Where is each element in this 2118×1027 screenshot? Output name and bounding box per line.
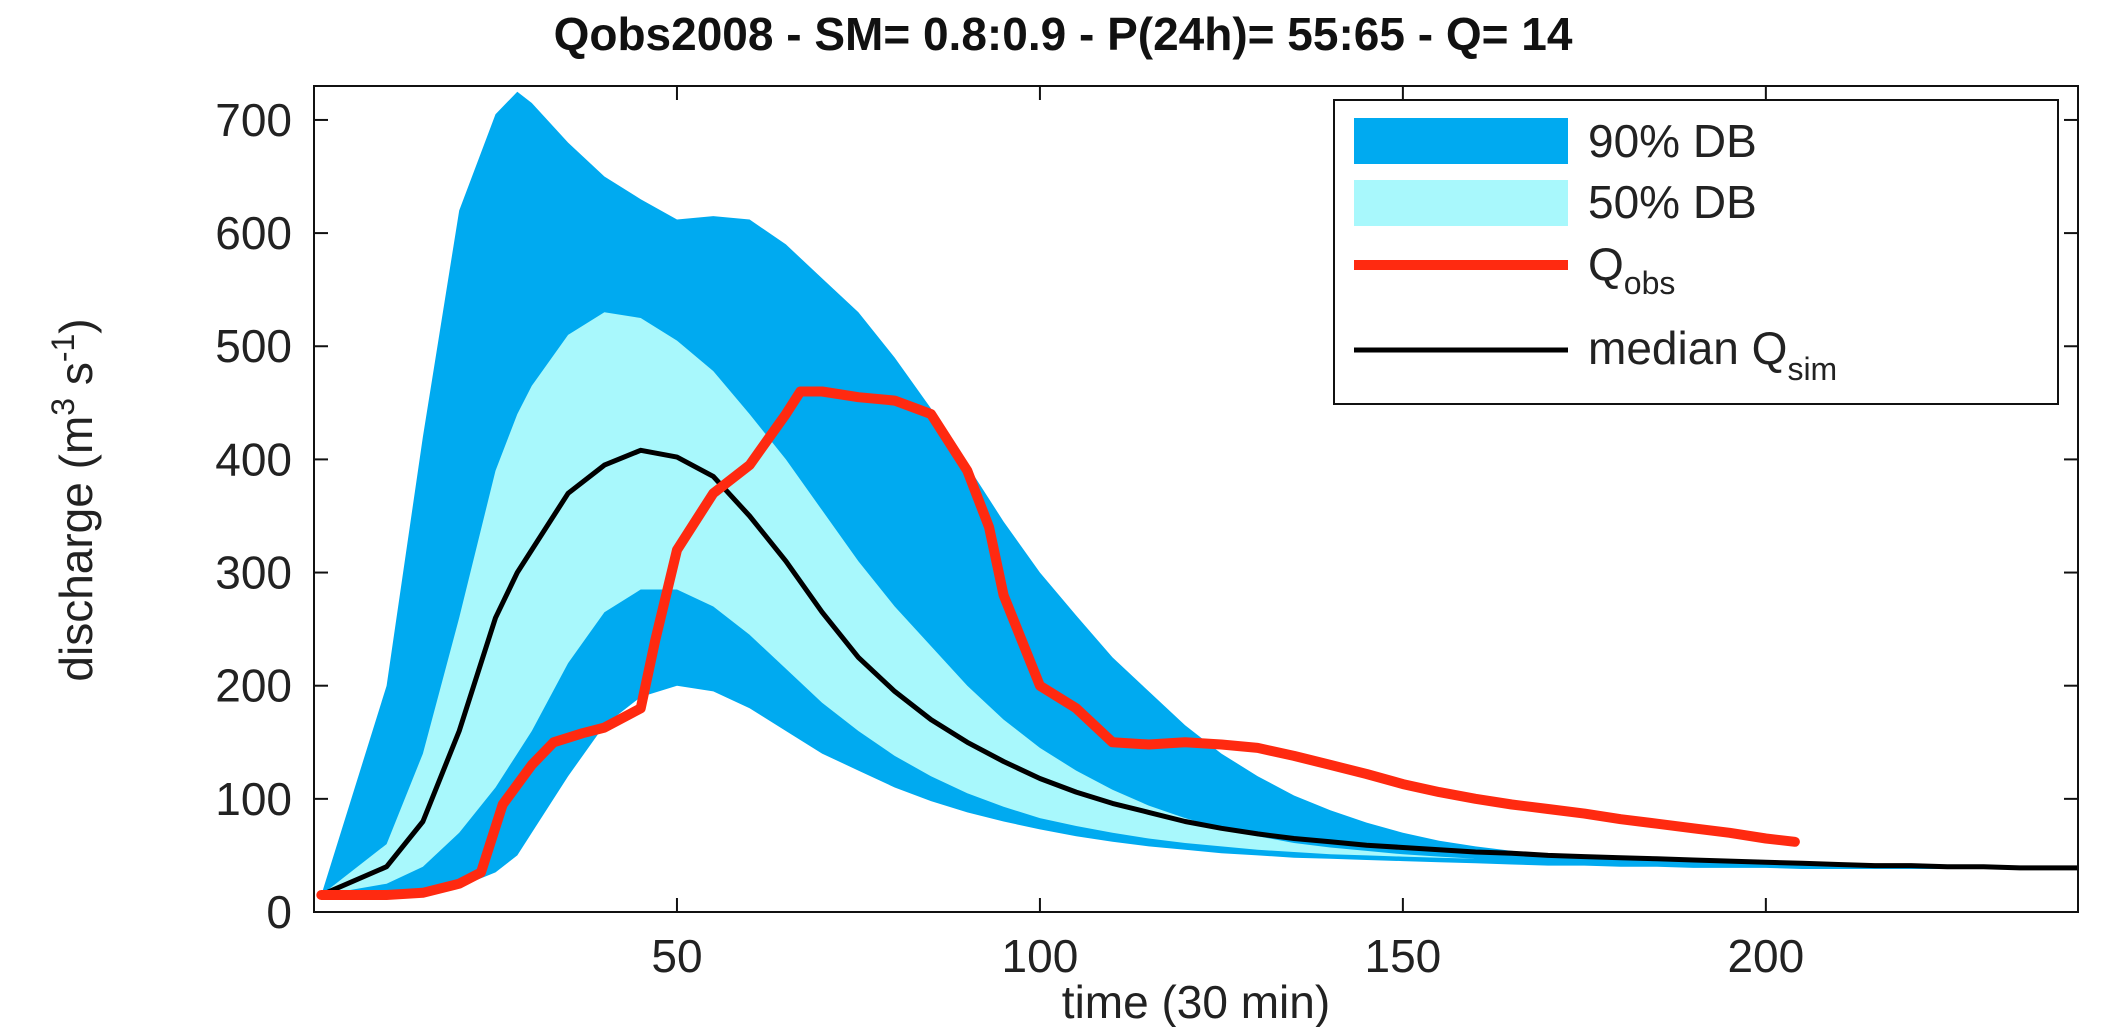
y-tick-label: 600 xyxy=(215,207,292,259)
x-tick-label: 50 xyxy=(651,930,702,982)
x-tick-label: 100 xyxy=(1002,930,1079,982)
y-tick-label: 400 xyxy=(215,433,292,485)
x-axis-label: time (30 min) xyxy=(1062,976,1330,1027)
y-ticks: 0 100 200 300 400 500 600 700 xyxy=(215,94,2078,938)
line-median-qsim xyxy=(320,447,2078,898)
y-tick-label: 100 xyxy=(215,773,292,825)
y-axis-label-end: ) xyxy=(50,318,102,333)
y-axis-label-base: discharge (m xyxy=(50,416,102,682)
y-tick-label: 200 xyxy=(215,660,292,712)
y-tick-label: 300 xyxy=(215,547,292,599)
legend-label-qobs-sub: obs xyxy=(1624,265,1676,301)
legend-swatch-90db xyxy=(1354,118,1568,164)
y-tick-label: 0 xyxy=(266,886,292,938)
x-ticks: 50 100 150 200 xyxy=(651,86,1804,982)
x-tick-label: 150 xyxy=(1365,930,1442,982)
x-tick-label: 200 xyxy=(1727,930,1804,982)
legend-label-median-qsim-base: median Q xyxy=(1588,322,1787,374)
chart-title: Qobs2008 - SM= 0.8:0.9 - P(24h)= 55:65 -… xyxy=(554,8,1573,60)
y-axis-label-sup2: -1 xyxy=(45,334,81,362)
legend-swatch-50db xyxy=(1354,180,1568,226)
y-tick-label: 700 xyxy=(215,94,292,146)
legend-label-qobs: Qobs xyxy=(1588,238,1675,301)
y-axis-label-mid: s xyxy=(50,362,102,398)
legend-label-90db: 90% DB xyxy=(1588,115,1757,167)
legend-label-median-qsim-sub: sim xyxy=(1787,351,1837,387)
band-90db xyxy=(321,91,2078,895)
legend-label-median-qsim: median Qsim xyxy=(1588,322,1837,387)
y-axis-label: discharge (m3 s-1) xyxy=(45,318,102,681)
line-qobs xyxy=(316,386,1800,900)
axes-frame xyxy=(313,85,2079,913)
legend-label-qobs-base: Q xyxy=(1588,238,1624,290)
lines-group xyxy=(316,386,2078,900)
legend: 90% DB 50% DB Qobs median Qsim xyxy=(1333,99,2059,405)
y-axis-label-sup1: 3 xyxy=(45,398,81,416)
y-tick-label: 500 xyxy=(215,320,292,372)
legend-label-50db: 50% DB xyxy=(1588,176,1757,228)
